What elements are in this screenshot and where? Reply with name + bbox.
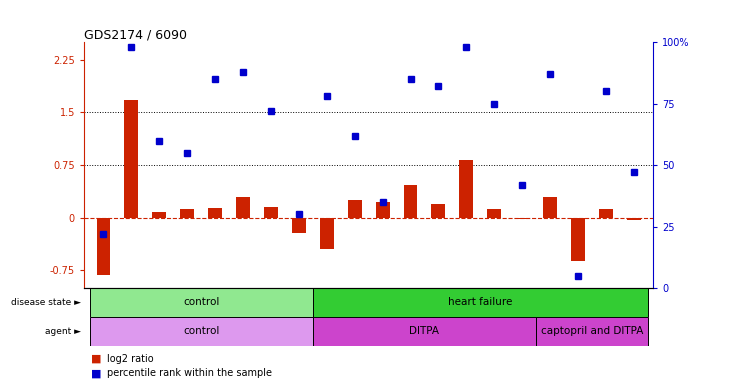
Text: agent ►: agent ► xyxy=(45,327,81,336)
Bar xyxy=(571,218,585,262)
Bar xyxy=(320,218,334,249)
Bar xyxy=(599,209,613,218)
Bar xyxy=(488,209,502,218)
Bar xyxy=(536,317,648,346)
Bar xyxy=(208,208,222,218)
Bar xyxy=(543,197,557,218)
Text: GDS2174 / 6090: GDS2174 / 6090 xyxy=(84,28,187,41)
Bar xyxy=(459,159,473,218)
Bar xyxy=(236,197,250,218)
Text: captopril and DITPA: captopril and DITPA xyxy=(541,326,643,336)
Bar xyxy=(153,212,166,218)
Text: ■: ■ xyxy=(91,368,101,378)
Bar xyxy=(96,218,110,275)
Bar xyxy=(431,204,445,218)
Bar xyxy=(313,317,536,346)
Bar xyxy=(180,209,194,218)
Bar xyxy=(264,207,278,218)
Text: log2 ratio: log2 ratio xyxy=(107,354,154,364)
Bar xyxy=(90,317,313,346)
Bar xyxy=(90,288,313,317)
Bar xyxy=(627,218,641,220)
Text: control: control xyxy=(183,326,220,336)
Text: heart failure: heart failure xyxy=(448,297,512,308)
Text: ■: ■ xyxy=(91,354,101,364)
Text: percentile rank within the sample: percentile rank within the sample xyxy=(107,368,272,378)
Bar xyxy=(347,200,361,218)
Bar xyxy=(404,185,418,218)
Bar xyxy=(376,202,390,218)
Bar xyxy=(292,218,306,233)
Text: control: control xyxy=(183,297,220,308)
Bar xyxy=(313,288,648,317)
Text: disease state ►: disease state ► xyxy=(11,298,81,307)
Text: DITPA: DITPA xyxy=(410,326,439,336)
Bar xyxy=(124,100,139,218)
Bar xyxy=(515,218,529,219)
